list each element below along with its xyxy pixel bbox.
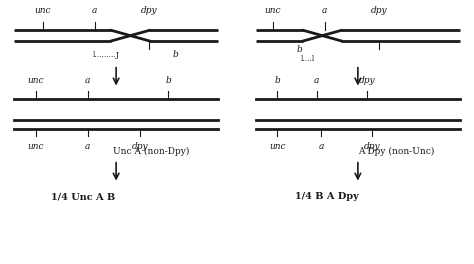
Text: unc: unc [27,142,44,151]
Text: Unc A (non-Dpy): Unc A (non-Dpy) [113,147,190,156]
Text: dpy: dpy [359,76,376,85]
Text: A Dpy (non-Unc): A Dpy (non-Unc) [357,147,434,156]
Text: b: b [173,50,179,59]
Text: unc: unc [264,6,281,15]
Text: unc: unc [269,142,285,151]
Text: a: a [85,76,91,85]
Text: b: b [274,76,280,85]
Text: dpy: dpy [364,142,381,151]
Text: 1/4 Unc A B: 1/4 Unc A B [51,192,115,201]
Text: a: a [319,142,324,151]
Text: a: a [314,76,319,85]
Text: l....l: l....l [301,55,315,63]
Text: dpy: dpy [141,6,158,15]
Text: unc: unc [27,76,44,85]
Text: dpy: dpy [371,6,388,15]
Text: unc: unc [35,6,51,15]
Text: dpy: dpy [131,142,148,151]
Text: 1/4 B A Dpy: 1/4 B A Dpy [295,192,359,201]
Text: a: a [322,6,328,15]
Text: b: b [165,76,171,85]
Text: l.........J: l.........J [92,51,119,59]
Text: a: a [92,6,98,15]
Text: b: b [296,45,302,54]
Text: a: a [85,142,91,151]
